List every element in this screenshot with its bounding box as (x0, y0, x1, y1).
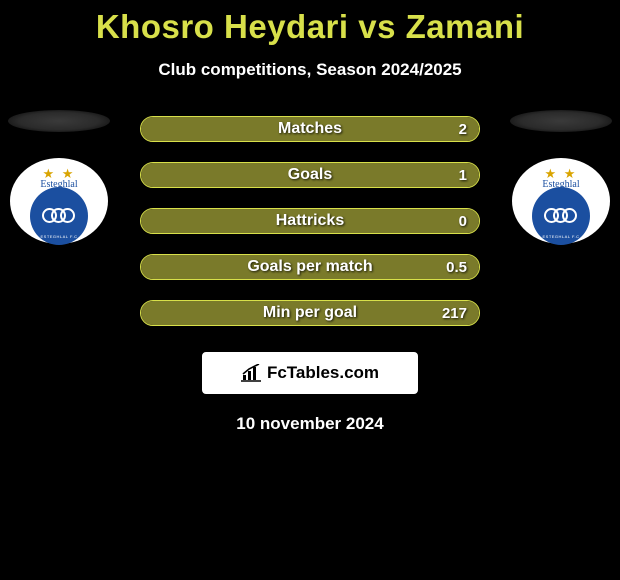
stat-label: Goals (141, 166, 479, 184)
page-subtitle: Club competitions, Season 2024/2025 (0, 60, 620, 80)
stat-value-right: 217 (442, 305, 467, 322)
badge-micro-text: ESTEGHLAL F.C (542, 234, 579, 239)
stat-bar: Goals per match0.5 (140, 254, 480, 280)
rings-icon (42, 208, 76, 224)
brand-label: FcTables.com (267, 363, 379, 383)
stat-bars: Matches2Goals1Hattricks0Goals per match0… (140, 116, 480, 326)
badge-inner-circle: ESTEGHLAL F.C (532, 187, 590, 245)
player-photo-placeholder (8, 110, 110, 132)
page-title: Khosro Heydari vs Zamani (0, 0, 620, 46)
rings-icon (544, 208, 578, 224)
stat-value-right: 1 (459, 167, 467, 184)
stat-value-right: 0.5 (446, 259, 467, 276)
stat-bar: Goals1 (140, 162, 480, 188)
stat-bar: Matches2 (140, 116, 480, 142)
stat-bar: Min per goal217 (140, 300, 480, 326)
club-badge-right: ★ ★ Esteghlal ESTEGHLAL F.C (512, 158, 610, 244)
stat-label: Hattricks (141, 212, 479, 230)
stat-label: Goals per match (141, 258, 479, 276)
stat-value-right: 2 (459, 121, 467, 138)
snapshot-date: 10 november 2024 (0, 414, 620, 434)
badge-micro-text: ESTEGHLAL F.C (40, 234, 77, 239)
stat-label: Min per goal (141, 304, 479, 322)
player-left: ★ ★ Esteghlal ESTEGHLAL F.C (4, 110, 114, 244)
comparison-stage: ★ ★ Esteghlal ESTEGHLAL F.C ★ ★ Esteghla… (0, 116, 620, 434)
player-right: ★ ★ Esteghlal ESTEGHLAL F.C (506, 110, 616, 244)
brand-badge[interactable]: FcTables.com (202, 352, 418, 394)
stat-label: Matches (141, 120, 479, 138)
stat-value-right: 0 (459, 213, 467, 230)
stat-bar: Hattricks0 (140, 208, 480, 234)
club-badge-left: ★ ★ Esteghlal ESTEGHLAL F.C (10, 158, 108, 244)
player-photo-placeholder (510, 110, 612, 132)
chart-icon (241, 364, 261, 382)
badge-inner-circle: ESTEGHLAL F.C (30, 187, 88, 245)
